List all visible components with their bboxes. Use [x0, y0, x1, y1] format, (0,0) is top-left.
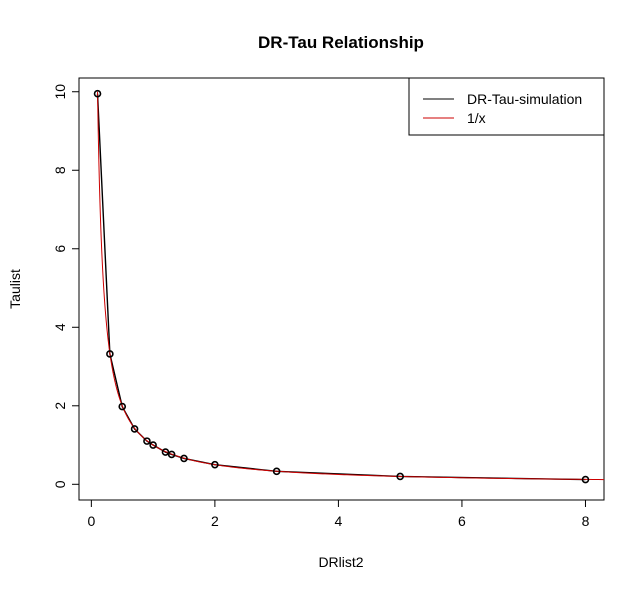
data-point — [167, 450, 176, 459]
x-tick-label: 0 — [87, 513, 95, 529]
y-tick-label: 10 — [52, 84, 68, 100]
data-point — [93, 89, 102, 98]
data-point — [149, 441, 157, 449]
legend-box — [408, 77, 605, 136]
data-point — [106, 350, 114, 358]
data-point — [118, 402, 127, 411]
legend: DR-Tau-simulation 1/x — [408, 77, 605, 136]
series-line-simulation — [96, 93, 586, 481]
legend-entry-reciprocal: 1/x — [467, 110, 486, 126]
y-tick-label: 8 — [52, 166, 68, 174]
series-line-reciprocal — [97, 91, 605, 481]
y-axis: 0 2 4 6 8 10 — [52, 84, 79, 488]
x-tick-label: 4 — [335, 513, 343, 529]
x-axis-label: DRlist2 — [318, 554, 363, 570]
data-point — [581, 475, 590, 484]
y-tick-label: 6 — [52, 245, 68, 253]
data-point — [180, 454, 188, 463]
x-tick-label: 6 — [458, 513, 466, 529]
y-axis-label: Taulist — [7, 269, 23, 309]
y-tick-label: 2 — [52, 402, 68, 410]
plot-frame — [78, 77, 605, 501]
legend-entry-simulation: DR-Tau-simulation — [467, 91, 582, 107]
y-tick-label: 0 — [52, 480, 68, 488]
x-axis: 0 2 4 6 8 — [87, 500, 590, 529]
y-tick-label: 4 — [52, 323, 68, 331]
x-tick-label: 8 — [582, 513, 590, 529]
data-point — [130, 425, 139, 433]
data-point — [396, 472, 404, 481]
data-point — [211, 460, 219, 469]
series-layer — [93, 89, 605, 484]
x-tick-label: 2 — [211, 513, 219, 529]
data-point — [143, 437, 151, 445]
data-point — [272, 467, 281, 476]
data-point — [161, 448, 170, 456]
chart-title: DR-Tau Relationship — [258, 33, 424, 52]
